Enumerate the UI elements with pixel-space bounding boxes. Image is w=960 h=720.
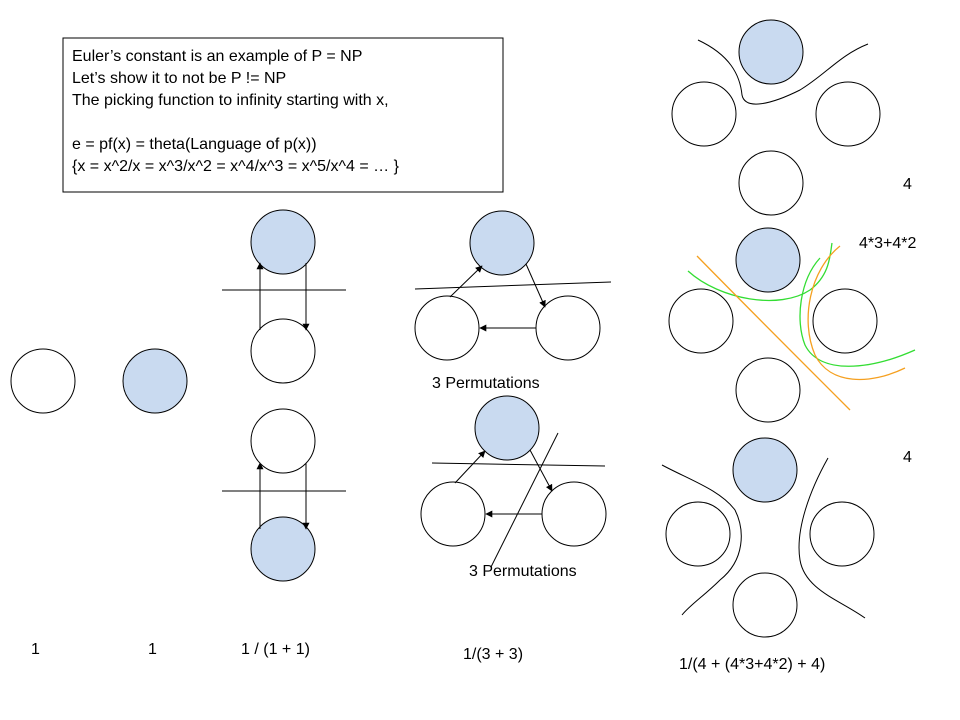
edge-arrow	[454, 450, 486, 484]
note-line: e = pf(x) = theta(Language of p(x))	[72, 136, 317, 153]
cut-curve	[661, 464, 742, 616]
green-curve	[799, 257, 916, 367]
two-node-graph-top	[222, 209, 346, 384]
triangle-graph-bottom	[420, 395, 607, 568]
node-empty	[535, 295, 601, 361]
four-node-graph-bottom	[661, 437, 875, 638]
edge-arrow	[449, 265, 483, 298]
node-empty	[665, 501, 731, 567]
perm-label-top: 3 Permutations	[432, 375, 540, 392]
node-filled	[732, 437, 798, 503]
node-empty	[735, 357, 801, 423]
cut-curve	[798, 457, 866, 619]
cut-line	[490, 432, 559, 568]
note-text: Euler’s constant is an example of P = NP…	[72, 46, 502, 178]
edge-arrow	[529, 449, 553, 492]
note-line: The picking function to infinity startin…	[72, 92, 389, 109]
formula-1: 1	[31, 641, 40, 658]
orange-curve	[807, 245, 906, 381]
cut-curve	[697, 39, 869, 105]
perm-label-bottom: 3 Permutations	[469, 563, 577, 580]
cut-line	[431, 462, 606, 467]
node-empty	[250, 318, 316, 384]
node-empty	[420, 481, 486, 547]
node-filled	[469, 210, 535, 276]
node-filled	[474, 395, 540, 461]
node-empty	[815, 81, 881, 147]
node-empty	[10, 348, 76, 414]
triangle-graph-top	[414, 210, 612, 361]
formula-5: 1/(4 + (4*3+4*2) + 4)	[679, 656, 825, 673]
node-filled	[250, 209, 316, 275]
two-node-graph-bottom	[222, 408, 346, 582]
count-label-top: 4	[903, 176, 912, 193]
node-filled	[738, 19, 804, 85]
node-filled	[122, 348, 188, 414]
node-empty	[414, 295, 480, 361]
note-line: Euler’s constant is an example of P = NP	[72, 48, 363, 65]
note-line	[72, 112, 502, 134]
four-node-graph-middle	[668, 227, 916, 423]
note-box	[62, 37, 504, 193]
node-empty	[250, 408, 316, 474]
cut-line	[414, 281, 612, 290]
node-empty	[809, 501, 875, 567]
orange-curve	[696, 255, 851, 411]
note-line: Let’s show it to not be P != NP	[72, 70, 287, 87]
node-empty	[541, 481, 607, 547]
edge-arrow	[525, 263, 546, 308]
note-line: {x = x^2/x = x^3/x^2 = x^4/x^3 = x^5/x^4…	[72, 158, 399, 175]
node-empty	[738, 150, 804, 216]
count-label-bottom: 4	[903, 449, 912, 466]
node-empty	[732, 572, 798, 638]
node-empty	[671, 81, 737, 147]
formula-4: 1/(3 + 3)	[463, 646, 523, 663]
node-empty	[812, 288, 878, 354]
formula-2: 1	[148, 641, 157, 658]
node-filled	[250, 516, 316, 582]
node-empty	[668, 288, 734, 354]
count-label-middle: 4*3+4*2	[859, 235, 916, 252]
formula-3: 1 / (1 + 1)	[241, 641, 310, 658]
node-filled	[735, 227, 801, 293]
four-node-graph-top	[671, 19, 881, 216]
